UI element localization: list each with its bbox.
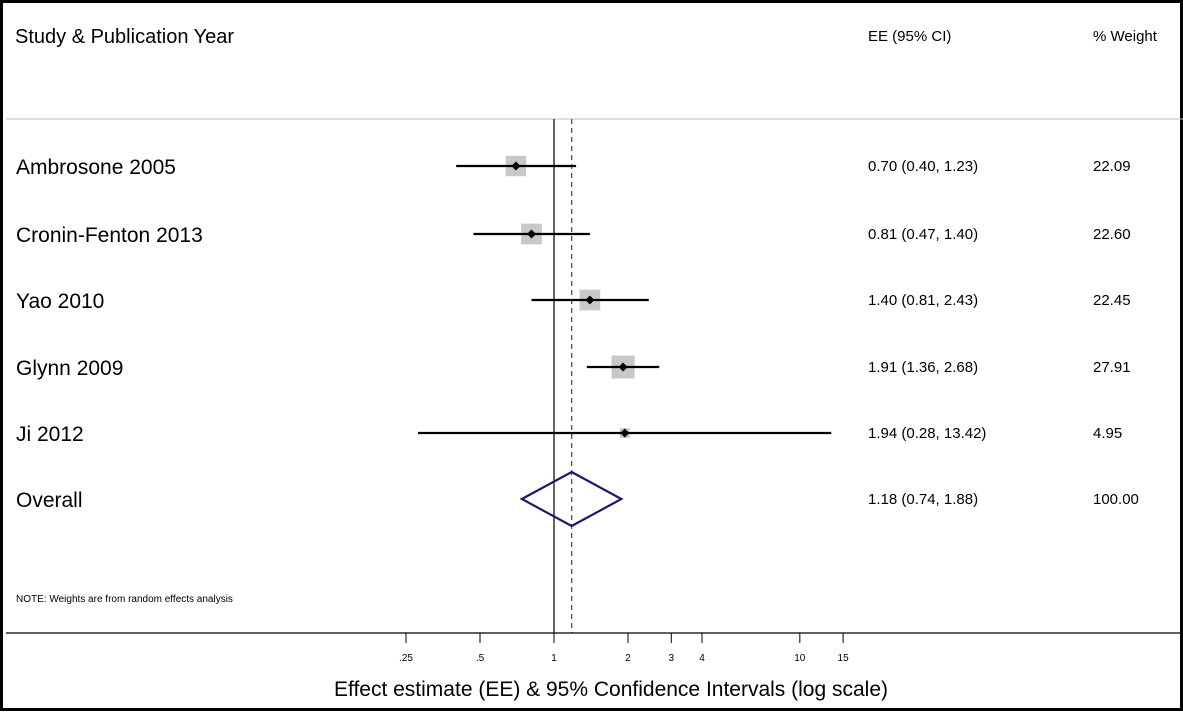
weight-text: 22.45 (1093, 292, 1131, 309)
x-tick-label: 4 (699, 653, 705, 664)
point-estimate (527, 229, 537, 239)
point-estimate (618, 362, 628, 372)
effect-estimate-text: 1.91 (1.36, 2.68) (868, 359, 978, 376)
overall-diamond (519, 470, 624, 528)
note-text: NOTE: Weights are from random effects an… (16, 594, 233, 605)
weight-text: 27.91 (1093, 359, 1131, 376)
x-tick-label: .25 (399, 653, 413, 664)
effect-estimate-text: 0.81 (0.47, 1.40) (868, 226, 978, 243)
x-tick-label: 10 (794, 653, 806, 664)
forest-plot: Study & Publication Year EE (95% CI) % W… (6, 26, 1183, 701)
column-header-weight: % Weight (1093, 28, 1158, 45)
overall-estimate-text: 1.18 (0.74, 1.88) (868, 491, 978, 508)
study-label: Ji 2012 (16, 423, 84, 446)
point-estimate (585, 295, 595, 305)
x-tick-label: 3 (669, 653, 675, 664)
point-estimate (620, 428, 630, 438)
study-label: Cronin-Fenton 2013 (16, 224, 203, 247)
effect-estimate-text: 1.94 (0.28, 13.42) (868, 425, 986, 442)
x-axis-ticks: .25 .5 1 2 3 4 10 15 (399, 633, 849, 664)
study-row: Ambrosone 2005 0.70 (0.40, 1.23) 22.09 (16, 155, 1131, 179)
x-tick-label: 2 (625, 653, 631, 664)
column-header-estimate: EE (95% CI) (868, 28, 951, 45)
weight-text: 22.60 (1093, 226, 1131, 243)
effect-estimate-text: 1.40 (0.81, 2.43) (868, 292, 978, 309)
study-rows: Ambrosone 2005 0.70 (0.40, 1.23) 22.09 Cron… (16, 119, 1139, 633)
study-row: Ji 2012 1.94 (0.28, 13.42) 4.95 (16, 423, 1122, 446)
study-row: Yao 2010 1.40 (0.81, 2.43) 22.45 (16, 289, 1131, 313)
overall-weight-text: 100.00 (1093, 491, 1139, 508)
overall-label: Overall (16, 489, 83, 512)
x-tick-label: 1 (551, 653, 557, 664)
study-label: Ambrosone 2005 (16, 156, 176, 179)
weight-text: 22.09 (1093, 158, 1131, 175)
effect-estimate-text: 0.70 (0.40, 1.23) (868, 158, 978, 175)
study-label: Yao 2010 (16, 290, 104, 313)
column-header-study: Study & Publication Year (15, 26, 234, 48)
weight-text: 4.95 (1093, 425, 1122, 442)
x-axis-label: Effect estimate (EE) & 95% Confidence In… (334, 678, 888, 701)
study-label: Glynn 2009 (16, 357, 123, 380)
study-row: Glynn 2009 1.91 (1.36, 2.68) 27.91 (16, 355, 1131, 380)
overall-row: Overall 1.18 (0.74, 1.88) 100.00 (16, 470, 1139, 528)
study-row: Cronin-Fenton 2013 0.81 (0.47, 1.40) 22.60 (16, 223, 1131, 247)
x-tick-label: 15 (838, 653, 850, 664)
x-tick-label: .5 (476, 653, 485, 664)
